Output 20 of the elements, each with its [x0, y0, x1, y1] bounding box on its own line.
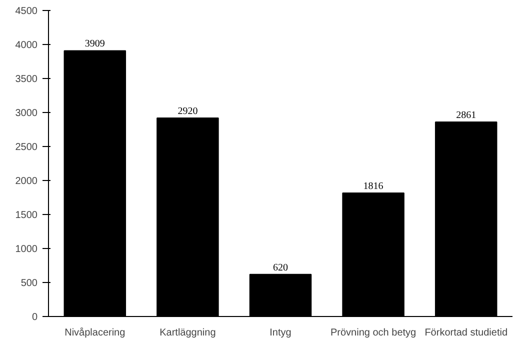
data-label: 620 — [273, 262, 288, 274]
x-tick-label: Förkortad studietid — [424, 328, 508, 338]
y-tick-label: 1500 — [15, 210, 38, 221]
y-tick-label: 4000 — [15, 40, 38, 51]
data-label: 1816 — [363, 181, 384, 192]
data-label: 3909 — [84, 38, 105, 50]
x-tick-label: Intyg — [270, 328, 292, 338]
x-tick-label: Nivåplacering — [64, 326, 126, 338]
y-tick-label: 500 — [20, 278, 38, 289]
y-tick-label: 2500 — [15, 142, 38, 153]
x-tick-label: Prövning och betyg — [330, 328, 416, 338]
data-label: 2920 — [178, 106, 198, 117]
y-tick-label: 1000 — [15, 244, 38, 255]
y-tick-label: 3000 — [15, 108, 38, 119]
y-tick-label: 3500 — [15, 74, 38, 85]
y-tick-label: 2000 — [15, 176, 38, 187]
x-tick-label: Kartläggning — [160, 328, 216, 338]
y-tick-label: 4500 — [15, 6, 38, 17]
data-label: 2861 — [456, 110, 476, 121]
y-tick-label: 0 — [32, 312, 38, 323]
